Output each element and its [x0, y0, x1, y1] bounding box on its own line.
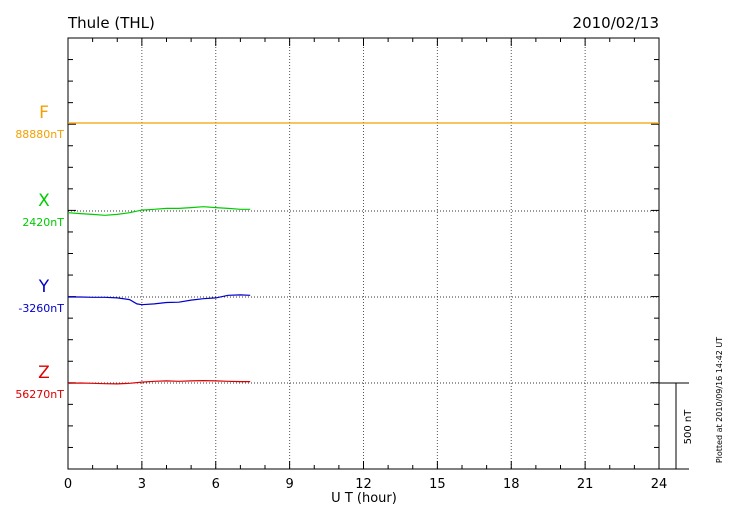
x-axis-ticks	[67, 37, 660, 470]
x-tick-label: 24	[651, 477, 668, 492]
series-letter: Z	[38, 363, 50, 383]
x-tick-label: 9	[285, 477, 293, 492]
plotted-timestamp: Plotted at 2010/09/16 14:42 UT	[715, 337, 724, 463]
series-letter: Y	[38, 277, 50, 297]
series-baseline-label: 56270nT	[15, 388, 64, 401]
series-baseline-label: -3260nT	[18, 302, 64, 315]
scale-bar-label: 500 nT	[683, 409, 694, 445]
x-tick-label: 15	[429, 477, 446, 492]
scale-bar: 500 nT	[659, 382, 694, 470]
x-tick-label: 18	[503, 477, 520, 492]
series-line	[67, 379, 251, 385]
x-tick-label: 3	[138, 477, 146, 492]
series-x: X 2420nT	[22, 191, 251, 229]
grid-lines	[68, 38, 659, 469]
date-label: 2010/02/13	[573, 14, 659, 32]
series-layer: F 88880nT X 2420nT Y -3260nT Z 56270nT	[15, 103, 659, 401]
x-tick-label: 21	[577, 477, 594, 492]
x-axis-tick-labels: 0 3 6 9 12 15 18 21 24	[64, 477, 667, 492]
series-line	[68, 294, 251, 306]
x-tick-label: 12	[355, 477, 372, 492]
series-z: Z 56270nT	[15, 363, 251, 401]
series-line	[67, 206, 251, 216]
x-tick-label: 6	[212, 477, 220, 492]
x-axis-title: U T (hour)	[331, 491, 397, 506]
series-baseline-label: 88880nT	[15, 128, 64, 141]
series-baseline-label: 2420nT	[22, 216, 64, 229]
series-f: F 88880nT	[15, 103, 659, 141]
series-letter: X	[38, 191, 50, 211]
x-tick-label: 0	[64, 477, 72, 492]
station-title: Thule (THL)	[67, 14, 155, 32]
series-letter: F	[39, 103, 49, 123]
series-y: Y -3260nT	[18, 277, 251, 315]
